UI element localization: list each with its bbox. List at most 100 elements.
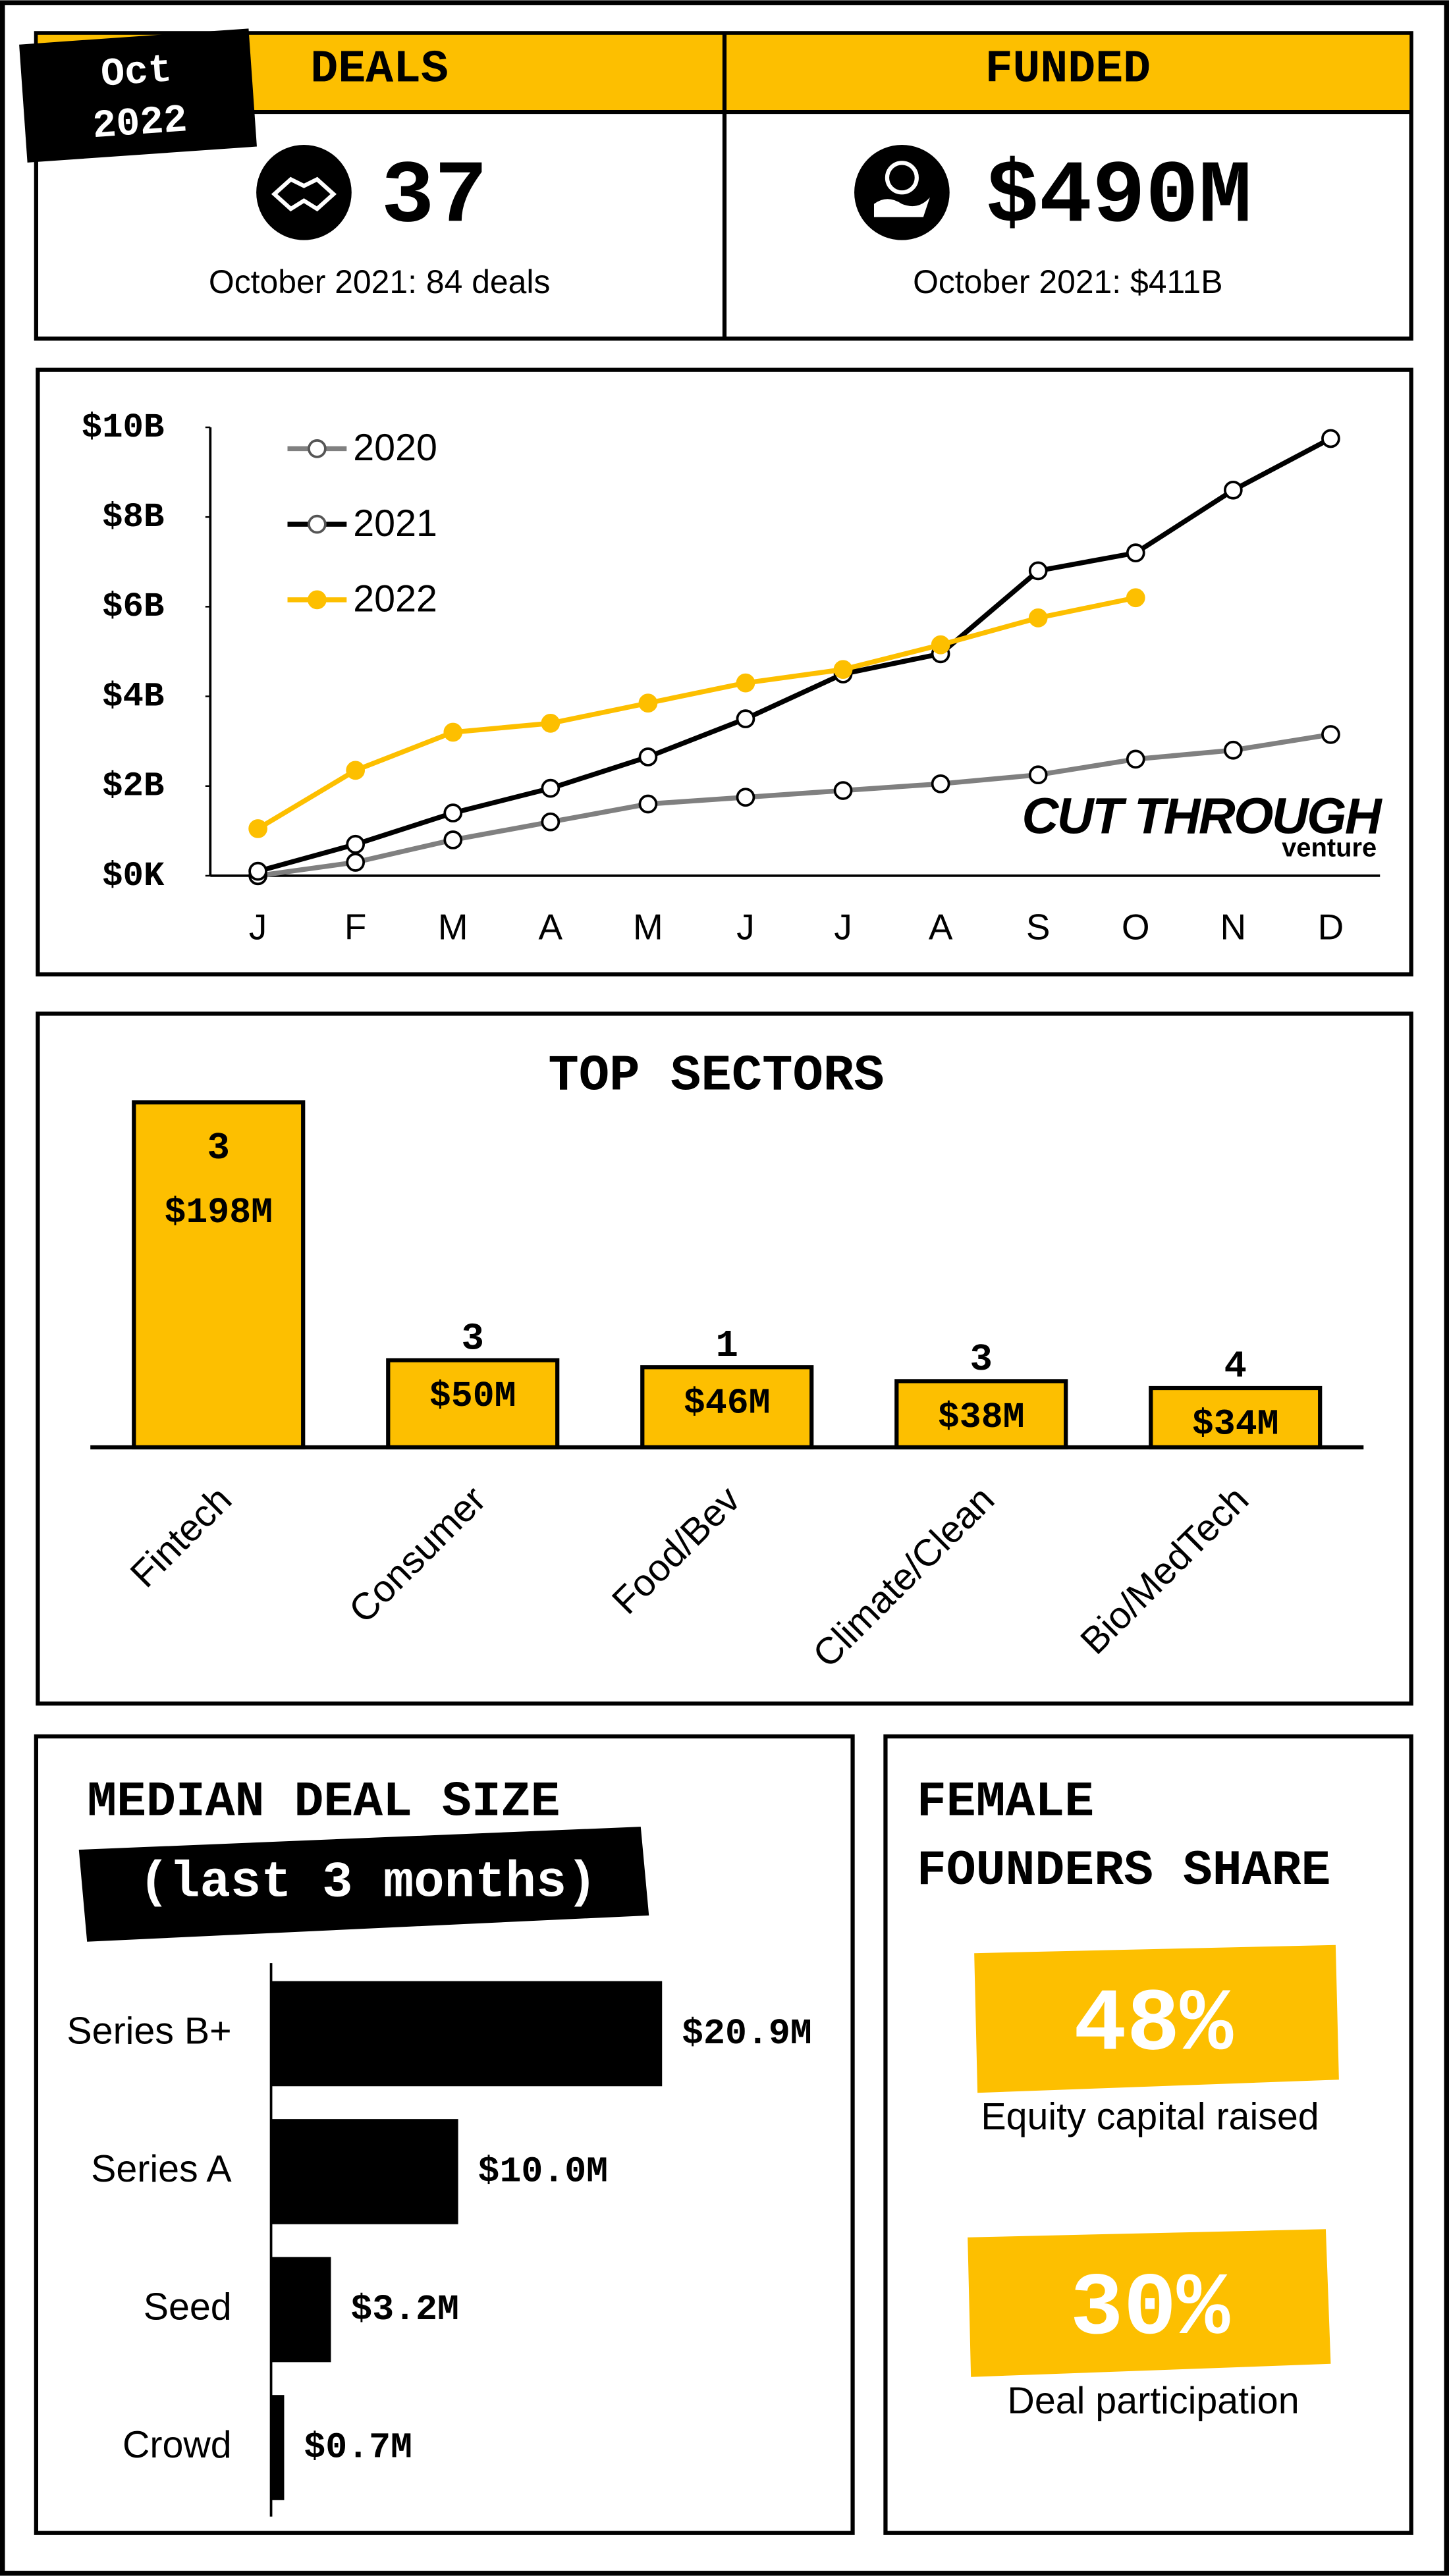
value-label: $38M [938,1397,1025,1438]
x-tick-label: J [834,907,852,948]
x-tick-label: J [736,907,754,948]
value-label: $46M [684,1383,771,1424]
chart-subtitle: (last 3 months) [139,1854,597,1912]
point [638,747,658,766]
point [346,834,366,854]
x-tick-label: M [633,907,663,948]
y-tick-label: $8B [102,497,164,537]
point [541,714,560,733]
point [443,803,463,822]
point [1223,740,1243,760]
x-tick-label: O [1122,907,1150,948]
value-label: $0.7M [304,2427,412,2468]
point [638,794,658,814]
point [1223,480,1243,500]
point [736,709,755,728]
stat-bg [974,1945,1339,2093]
stat-label: Deal participation [1007,2380,1299,2422]
female-panel [883,1734,1413,2535]
date-badge: Oct 2022 [19,28,257,163]
point [248,819,267,838]
series-line [258,732,1332,878]
value-label: $3.2M [350,2290,459,2330]
x-tick-label: F [344,907,367,948]
bar [1149,1385,1323,1450]
kpi-comparison: October 2021: 84 deals [209,263,551,300]
point [1028,561,1048,581]
point [1126,749,1145,769]
badge-month: Oct [99,47,173,97]
count-label: 3 [462,1318,484,1360]
kpi-label: FUNDED [985,43,1151,95]
point [736,673,755,693]
chart-title: TOP SECTORS [548,1048,884,1106]
x-tick-label: A [539,907,563,948]
kpi-label: DEALS [310,43,449,95]
bar [271,1981,663,2087]
count-label: 4 [1224,1346,1247,1389]
point [1028,765,1048,785]
point [541,778,560,798]
y-tick-label: $10B [82,408,165,447]
handshake-icon [256,144,352,240]
point [1126,588,1145,608]
y-tick-label: $2B [102,766,164,806]
series-line [256,595,1137,831]
point [248,861,267,881]
hand-glyph [873,197,930,217]
y-tick-label: $4B [102,676,164,716]
bar [894,1379,1068,1450]
point [346,853,366,872]
value-label: $50M [429,1376,516,1417]
legend-marker [308,514,327,534]
y-tick-label: $6B [102,587,164,626]
stat-value: 30% [1070,2260,1230,2360]
badge-year: 2022 [91,97,188,149]
handshake-glyph [271,176,337,212]
bar [271,2395,285,2500]
legend-marker [308,439,327,458]
logo-name: CUT THROUGH [1022,788,1382,845]
x-tick-label: D [1318,907,1344,948]
bar [271,2119,458,2224]
coin-glyph [885,161,919,195]
point [1028,608,1048,628]
section-title: FEMALE [917,1775,1094,1830]
point [931,774,950,793]
bar [132,1100,306,1450]
point [833,660,853,680]
subtitle-bg [78,1827,649,1942]
legend-label: 2020 [353,427,437,469]
legend-label: 2022 [353,578,437,620]
badge-bg [19,28,257,163]
point [833,781,853,800]
point [541,812,560,832]
bar [640,1365,814,1450]
point [443,830,463,849]
x-tick-label: J [249,907,267,948]
stat-label: Equity capital raised [981,2095,1319,2137]
point [638,693,658,713]
y-tick-label: $0K [102,856,165,896]
point [346,761,366,780]
x-tick-label: M [438,907,468,948]
bar [271,2257,331,2363]
x-tick-label: S [1026,907,1051,948]
kpi-comparison: October 2021: $411B [913,263,1222,300]
series-line [257,436,1332,874]
point [736,788,755,807]
y-tick-label: Series A [91,2148,232,2190]
count-label: 3 [207,1127,230,1170]
line-panel [36,367,1413,977]
x-tick-label: N [1220,907,1247,948]
point [1321,429,1340,448]
kpi-value: 37 [381,148,488,248]
y-tick-label: Crowd [123,2424,232,2466]
count-label: 1 [716,1325,738,1368]
value-label: $198M [164,1193,273,1233]
point [1321,725,1340,744]
x-tick-label: A [929,907,953,948]
count-label: 3 [970,1339,993,1382]
y-tick-label: Seed [144,2286,232,2328]
